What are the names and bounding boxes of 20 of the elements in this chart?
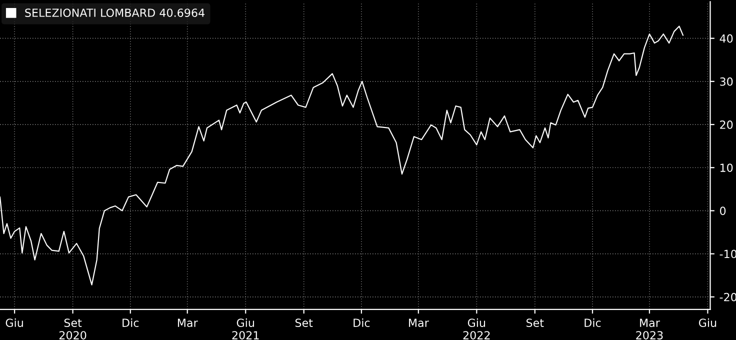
x-tick-label: Giu 2021: [232, 318, 259, 340]
legend-label: SELEZIONATI LOMBARD 40.6964: [25, 8, 204, 17]
x-tick-label: Set: [295, 318, 313, 328]
y-tick-label: 30: [720, 77, 733, 86]
y-tick-label: 10: [720, 164, 733, 172]
y-tick-label: 0: [720, 206, 726, 216]
x-tick-label: Set: [526, 318, 544, 328]
x-tick-label: Mar 2023: [636, 318, 663, 340]
x-tick-label: Mar: [409, 318, 429, 328]
y-tick-label: 40: [720, 34, 733, 43]
x-tick-label: Dic: [354, 318, 370, 328]
x-tick-label: Dic: [122, 318, 139, 328]
x-tick-label: Giu: [6, 318, 23, 328]
line-series: [0, 26, 684, 286]
x-tick-label: Giu: [698, 318, 716, 328]
x-tick-label: Giu 2022: [463, 318, 490, 340]
x-tick-label: Dic: [584, 318, 601, 328]
x-tick-label: Set 2020: [59, 318, 86, 340]
x-tick-label: Mar: [178, 318, 198, 328]
y-tick-label: 20: [720, 120, 733, 129]
